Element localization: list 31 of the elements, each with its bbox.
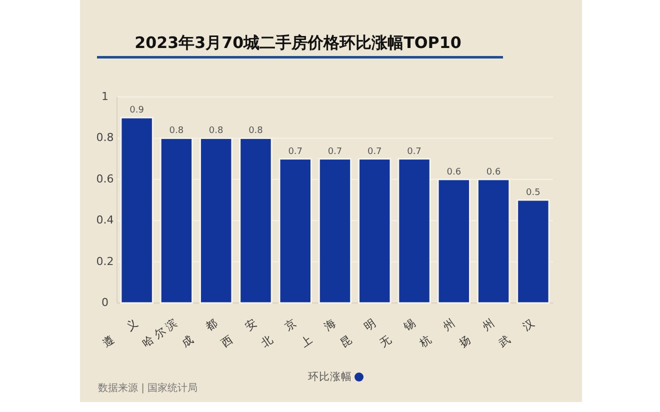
text: 环比涨幅 <box>308 370 352 383</box>
x-tick-label: 扬州 <box>456 316 497 350</box>
y-tick-label: 0 <box>102 296 108 310</box>
y-tick-label: 0.4 <box>96 214 114 227</box>
x-tick-label: 成都 <box>179 316 220 350</box>
data-label: 0.7 <box>288 146 303 157</box>
x-tick-label: 北京 <box>258 316 299 350</box>
data-label: 0.7 <box>328 146 342 157</box>
data-label: 0.5 <box>526 188 540 198</box>
chart-title: 2023年3月70城二手房价格环比涨幅TOP10 <box>134 33 462 52</box>
data-label: 0.7 <box>407 146 422 157</box>
data-label: 0.8 <box>169 126 184 136</box>
data-label: 0.8 <box>248 126 264 136</box>
y-tick-label: 0.2 <box>96 254 114 268</box>
data-label: 0.6 <box>486 167 501 178</box>
y-tick-label: 0.8 <box>96 131 114 144</box>
data-label: 0.7 <box>367 146 382 157</box>
data-label: 0.8 <box>208 126 224 136</box>
x-tick-label: 昆明 <box>338 316 378 350</box>
x-tick-label: 遵义 <box>100 316 140 350</box>
y-tick-label: 1 <box>102 90 108 104</box>
data-label: 0.6 <box>446 167 462 178</box>
x-tick-label: 武汉 <box>496 316 537 350</box>
x-tick-label: 西安 <box>218 316 260 350</box>
y-tick-label: 0.6 <box>96 172 114 186</box>
x-tick-label: 无锡 <box>377 316 418 350</box>
source-note: 数据来源 | 国家统计局 <box>98 382 198 394</box>
x-tick-label: 上海 <box>298 316 338 350</box>
x-tick-label: 哈尔滨 <box>140 316 180 350</box>
data-label: 0.9 <box>130 106 144 116</box>
x-tick-label: 杭州 <box>416 316 458 350</box>
